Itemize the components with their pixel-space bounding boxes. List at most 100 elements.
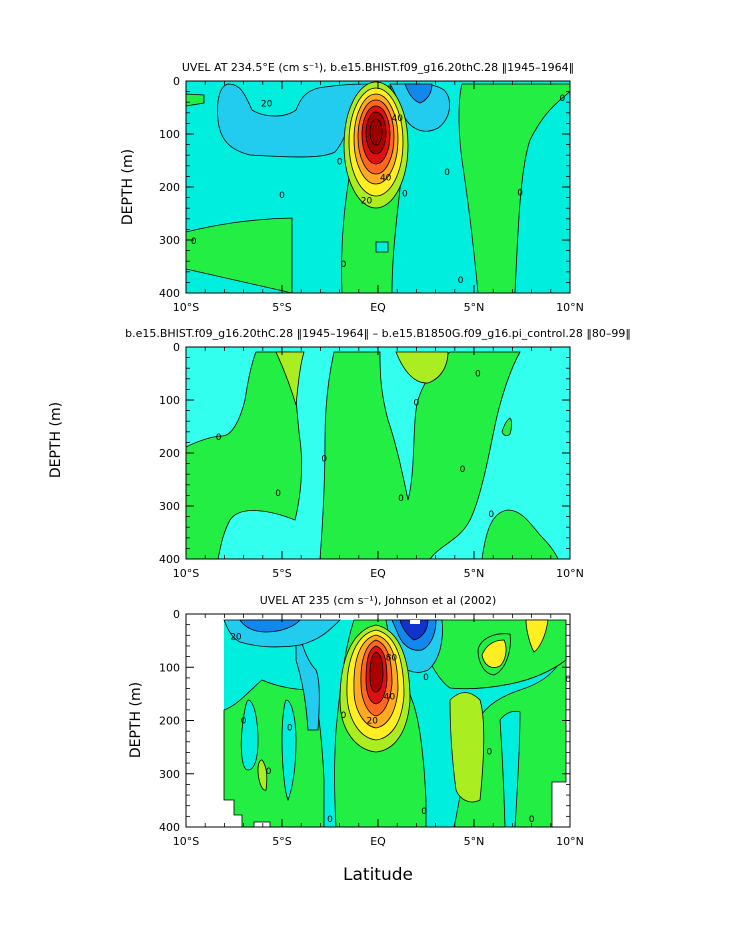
contour-label: 0 (460, 465, 466, 475)
y-tick-label: 0 (173, 608, 180, 621)
x-tick-label: EQ (370, 301, 386, 314)
panel-2-green-southeast-region (481, 509, 559, 559)
x-tick-label: 10°S (173, 567, 199, 580)
panel-1-cyan-patch (375, 241, 389, 253)
panel-1-green-west-surface-region (186, 93, 205, 107)
shared-y-axis-label: DEPTH (m) (48, 402, 64, 478)
x-tick-label: 10°S (173, 835, 199, 848)
panel-2-title: b.e15.BHIST.f09_g16.20thC.28 ‖1945–1964‖… (125, 327, 631, 340)
contour-label: 0 (529, 815, 535, 825)
x-tick-label: 10°S (173, 301, 199, 314)
y-tick-label: 400 (159, 821, 180, 834)
panel-2-green-small-patch (501, 417, 512, 437)
contour-label: 0 (421, 807, 427, 817)
panel-2-contour-labels: 0 0 0 0 0 0 0 0 (216, 370, 495, 520)
contour-label: 0 (458, 276, 464, 286)
panel-3-ylabel: DEPTH (m) (128, 682, 144, 758)
contour-label: 0 (241, 717, 247, 727)
y-tick-label: 200 (159, 715, 180, 728)
panel-1-title: UVEL AT 234.5°E (cm s⁻¹), b.e15.BHIST.f0… (182, 61, 574, 74)
panel-3-contour-labels: 20 0 0 0 0 0 20 40 80 0 0 0 0 0 (230, 632, 571, 825)
panel-1: UVEL AT 234.5°E (cm s⁻¹), b.e15.BHIST.f0… (120, 61, 584, 314)
x-tick-label: 5°N (464, 301, 485, 314)
panel-2-yellowgreen-west-region (275, 351, 305, 406)
contour-label: 0 (279, 191, 285, 201)
panel-3-white-missing-patch (410, 620, 420, 624)
x-tick-label: EQ (370, 567, 386, 580)
panel-3-plot-area: 20 0 0 0 0 0 20 40 80 0 0 0 0 0 (223, 619, 571, 827)
x-tick-label: EQ (370, 835, 386, 848)
y-tick-label: 0 (173, 75, 180, 88)
panel-3-yellowgreen-east-region (449, 692, 485, 803)
panel-3-dark-blue-core-region (399, 619, 429, 641)
y-tick-label: 300 (159, 500, 180, 513)
panel-1-contour-labels: 20 0 0 0 0 0 0 0 0 0 20 40 40 (191, 94, 566, 286)
panel-2-plot-area: 0 0 0 0 0 0 0 0 (186, 347, 570, 559)
panel-3-yellow-northeast-patch (481, 639, 507, 668)
x-tick-label: 5°N (464, 835, 485, 848)
y-tick-label: 100 (159, 128, 180, 141)
panel-2-green-central-region (319, 351, 521, 559)
panel-3-light-blue-west-tongue (295, 619, 320, 731)
contour-label: 0 (327, 815, 333, 825)
panel-2: b.e15.BHIST.f09_g16.20thC.28 ‖1945–1964‖… (125, 327, 631, 580)
panel-3-yellow-northeast-surface-patch (525, 619, 549, 653)
x-tick-label: 5°S (272, 301, 291, 314)
panel-2-yellowgreen-central-region (395, 351, 449, 384)
contour-label: 0 (402, 189, 408, 199)
contour-label: 0 (287, 723, 293, 733)
contour-label: 0 (414, 399, 420, 409)
panel-3-cyan-east-tongue (499, 710, 521, 827)
contour-label: 0 (486, 747, 492, 757)
contour-label: 40 (391, 114, 403, 124)
y-tick-label: 300 (159, 234, 180, 247)
contour-label: 20 (261, 99, 273, 109)
x-tick-label: 10°N (556, 301, 584, 314)
y-tick-label: 300 (159, 768, 180, 781)
x-axis-label: Latitude (343, 865, 413, 885)
contour-label: 0 (559, 94, 565, 104)
contour-label: 0 (488, 510, 494, 520)
contour-label: 0 (423, 673, 429, 683)
panel-1-blue-core-region (404, 83, 433, 104)
contour-label: 20 (361, 196, 373, 206)
contour-label: 0 (341, 260, 347, 270)
contour-label: 20 (367, 717, 379, 727)
panel-3-yellowgreen-west-patch (257, 759, 268, 791)
y-tick-label: 400 (159, 287, 180, 300)
panel-3-cyan-west-tongue (240, 699, 259, 771)
contour-label: 0 (191, 237, 197, 247)
contour-label: 20 (230, 632, 242, 642)
y-tick-label: 200 (159, 447, 180, 460)
contour-label: 0 (565, 675, 571, 685)
contour-label: 0 (341, 711, 347, 721)
y-tick-label: 400 (159, 553, 180, 566)
contour-label: 80 (386, 654, 398, 664)
panel-1-ylabel: DEPTH (m) (120, 149, 136, 225)
panel-1-plot-area: 20 0 0 0 0 0 0 0 0 0 20 40 40 (186, 81, 570, 293)
panel-1-eastward-jet (343, 81, 409, 209)
panel-2-green-west-region (186, 351, 303, 559)
panel-1-jet-level-7 (369, 118, 383, 146)
panel-2-axes: 10°S 5°S EQ 5°N 10°N 0 100 200 300 400 (159, 341, 584, 580)
x-tick-label: 5°S (272, 835, 291, 848)
contour-label: 0 (517, 188, 523, 198)
contour-label: 0 (398, 494, 404, 504)
contour-label: 0 (216, 433, 222, 443)
panel-3-yellowgreen-contour-ring (477, 633, 511, 676)
y-tick-label: 100 (159, 394, 180, 407)
panel-3-jet-level-6 (369, 651, 384, 693)
x-tick-label: 5°S (272, 567, 291, 580)
contour-label: 0 (275, 489, 281, 499)
panel-3-cyan-central-tongue (281, 699, 297, 802)
contour-label: 0 (444, 168, 450, 178)
x-tick-label: 10°N (556, 567, 584, 580)
y-tick-label: 200 (159, 181, 180, 194)
y-tick-label: 100 (159, 661, 180, 674)
panel-3-blue-west-surface-region (239, 619, 301, 633)
x-tick-label: 10°N (556, 835, 584, 848)
contour-label: 0 (337, 158, 343, 168)
